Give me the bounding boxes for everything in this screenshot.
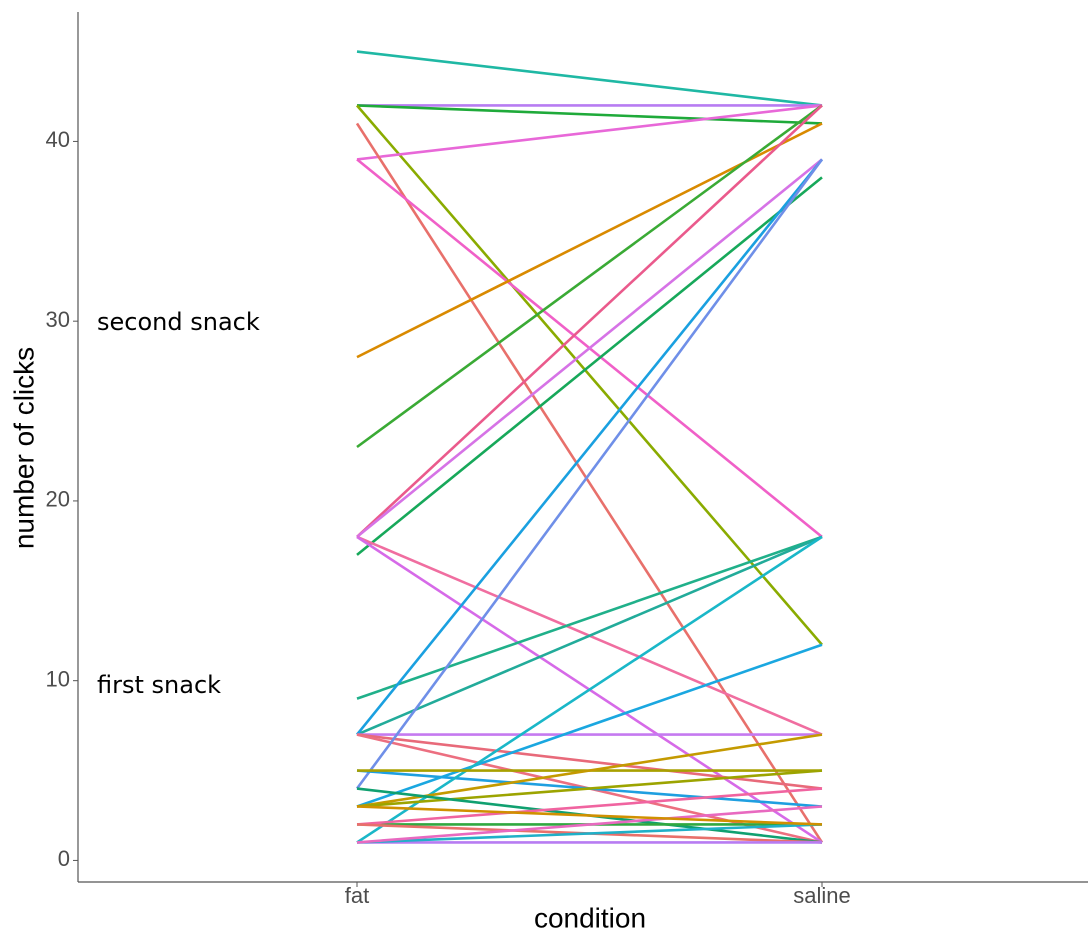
- series-line: [356, 733, 823, 808]
- series-line: [355, 122, 824, 844]
- series-line: [356, 805, 823, 826]
- series-line: [356, 535, 823, 736]
- y-axis-title: number of clicks: [8, 347, 39, 549]
- series-line: [356, 104, 823, 449]
- y-tick-label: 0: [58, 846, 70, 871]
- series-line: [356, 104, 823, 161]
- series-line: [356, 787, 823, 826]
- annotation: second snack: [97, 308, 260, 336]
- series-line: [356, 733, 823, 790]
- series-line: [356, 104, 823, 646]
- series-line: [356, 535, 823, 700]
- series-line: [356, 104, 823, 538]
- series-line: [356, 823, 823, 844]
- series-line: [356, 643, 823, 808]
- y-tick-label: 40: [46, 127, 70, 152]
- series-line: [356, 535, 823, 844]
- annotation: first snack: [97, 671, 221, 699]
- series-line: [355, 158, 824, 790]
- series-line: [355, 158, 824, 736]
- series-line: [356, 50, 823, 107]
- y-tick-label: 20: [46, 487, 70, 512]
- series-line: [356, 104, 823, 125]
- y-tick-label: 30: [46, 307, 70, 332]
- series-line: [356, 805, 823, 844]
- y-tick-label: 10: [46, 666, 70, 691]
- x-axis-title: condition: [534, 902, 646, 933]
- series-line: [356, 176, 823, 556]
- series-line: [356, 158, 823, 538]
- series-line: [356, 769, 823, 808]
